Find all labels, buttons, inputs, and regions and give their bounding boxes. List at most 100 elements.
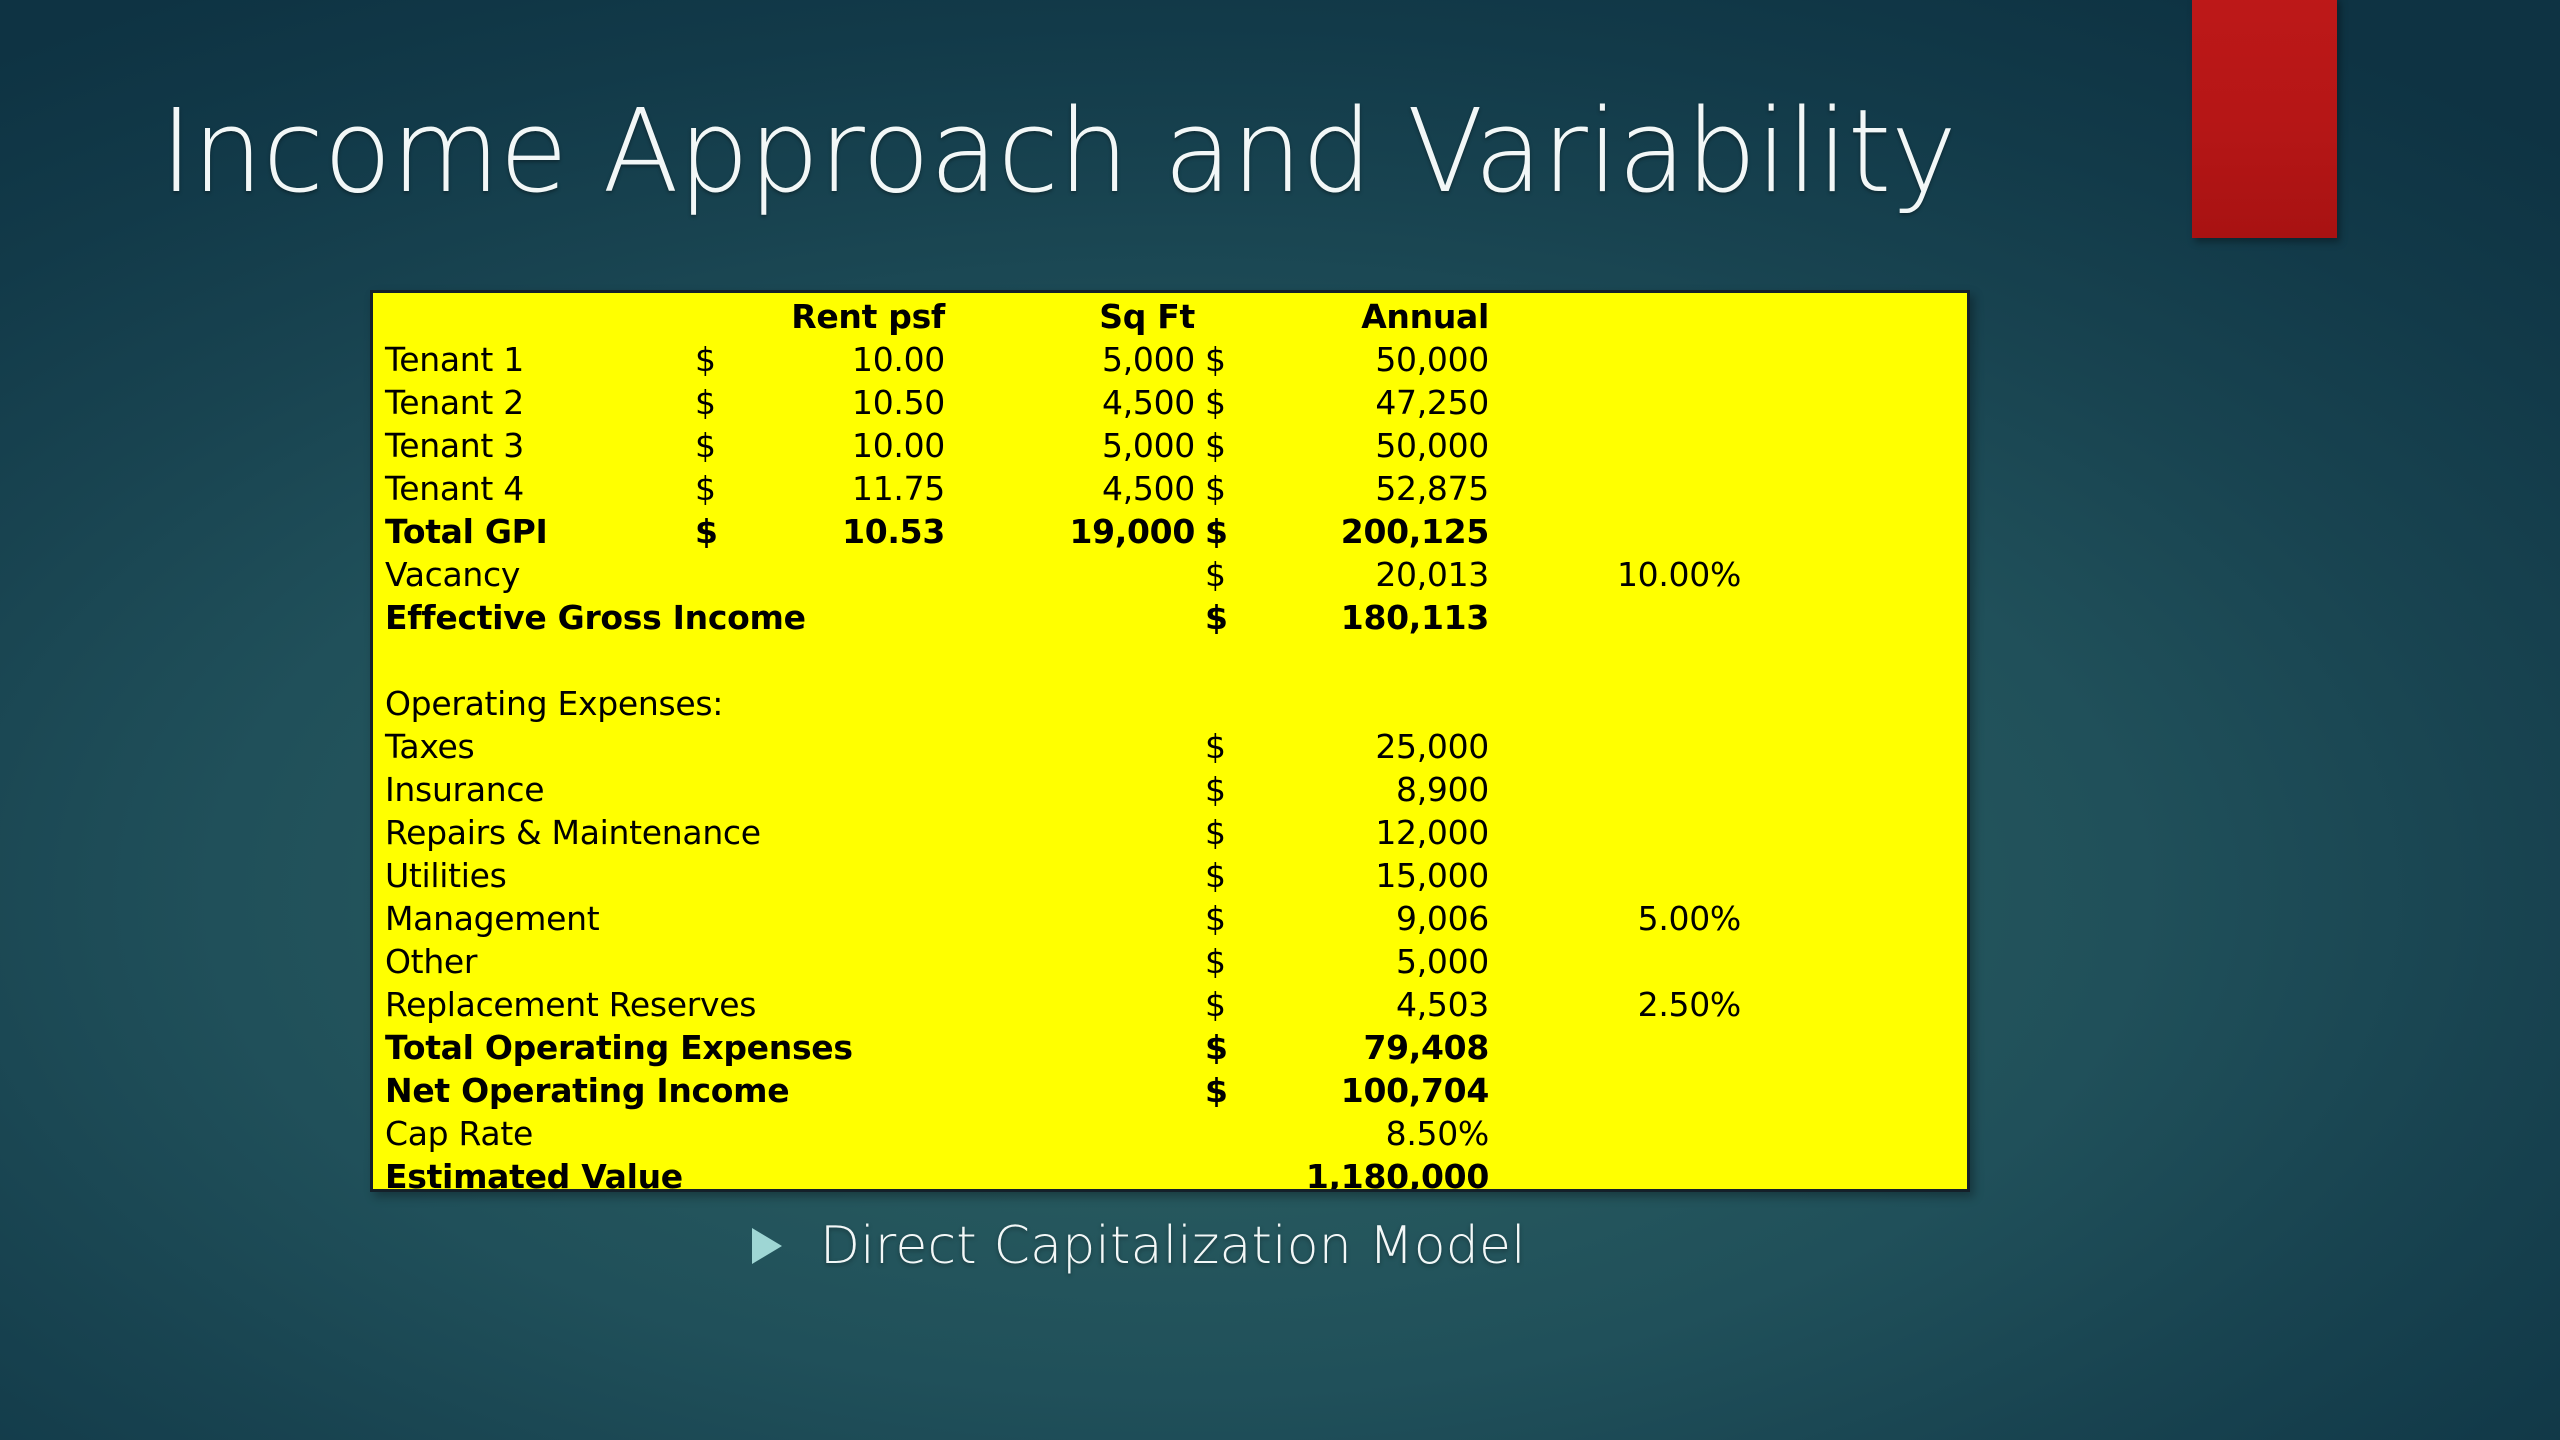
bullet-item: Direct Capitalization Model [752, 1216, 1526, 1276]
cell-annual: 52,875 [1375, 469, 1489, 508]
cell-rent-psf [735, 897, 945, 940]
table-row: Tenant 3 $10.00 5,000 $50,000 [373, 424, 1967, 467]
cell-percent [1545, 639, 1741, 682]
cell-currency-annual: $ [1205, 899, 1226, 938]
cell-rent-psf: 11.75 [852, 469, 945, 508]
cell-rent-psf [735, 1026, 945, 1069]
cell-sq-ft [985, 1026, 1195, 1069]
cell-annual: 9,006 [1396, 899, 1489, 938]
cell-sq-ft [985, 682, 1195, 725]
cell-currency-rent [695, 1069, 735, 1112]
cell-percent [1545, 811, 1741, 854]
table-row: Repairs & Maintenance $12,000 [373, 811, 1967, 854]
table-body: Rent psf Sq Ft Annual Tenant 1 $10.00 5,000 $5… [373, 293, 1967, 1189]
cell-sq-ft: 4,500 [1102, 383, 1195, 422]
cell-rent-psf [735, 725, 945, 768]
cell-currency-annual: $ [1205, 469, 1226, 508]
cell-currency-rent [695, 1155, 735, 1189]
cell-currency-rent [695, 854, 735, 897]
cell-rent-psf: 10.50 [852, 383, 945, 422]
cell-rent-psf [735, 1112, 945, 1155]
cell-percent: 10.00% [1616, 555, 1741, 594]
cell-sq-ft: 5,000 [1102, 426, 1195, 465]
cell-sq-ft [985, 725, 1195, 768]
table-row: Tenant 2 $10.50 4,500 $47,250 [373, 381, 1967, 424]
income-statement-table: Rent psf Sq Ft Annual Tenant 1 $10.00 5,000 $5… [370, 290, 1970, 1192]
cell-rent-psf: 10.00 [852, 426, 945, 465]
cell-sq-ft [985, 983, 1195, 1026]
row-label: Tenant 3 [385, 426, 524, 465]
cell-rent-psf: 10.53 [842, 512, 945, 551]
table-row: Management $9,006 5.00% [373, 897, 1967, 940]
cell-percent: 5.00% [1637, 899, 1742, 938]
table-row: Cap Rate 8.50% [373, 1112, 1967, 1155]
row-label: Tenant 2 [385, 383, 524, 422]
cell-currency-rent [695, 940, 735, 983]
cell-currency-annual [1205, 682, 1245, 725]
cell-annual: 12,000 [1375, 813, 1489, 852]
table-row [373, 639, 1967, 682]
table-row: Tenant 4 $11.75 4,500 $52,875 [373, 467, 1967, 510]
cell-percent [1545, 338, 1741, 381]
cell-rent-psf [735, 940, 945, 983]
cell-sq-ft [985, 639, 1195, 682]
cell-annual: 79,408 [1363, 1028, 1489, 1067]
cell-rent-psf: 10.00 [852, 340, 945, 379]
cell-rent-psf [735, 639, 945, 682]
cell-currency-annual: $ [1205, 340, 1226, 379]
cell-percent [1545, 467, 1741, 510]
cell-percent [1545, 768, 1741, 811]
cell-sq-ft [985, 1112, 1195, 1155]
row-label: Other [385, 942, 478, 981]
cell-rent-psf [735, 596, 945, 639]
cell-currency-annual: $ [1205, 813, 1226, 852]
cell-currency-rent [695, 682, 735, 725]
cell-currency-annual: $ [1205, 426, 1226, 465]
table-row: Effective Gross Income $180,113 [373, 596, 1967, 639]
row-label: Total Operating Expenses [385, 1028, 853, 1067]
cell-rent-psf [735, 1069, 945, 1112]
cell-rent-psf [735, 811, 945, 854]
cell-sq-ft [985, 940, 1195, 983]
row-label: Tenant 4 [385, 469, 524, 508]
cell-currency-rent [695, 725, 735, 768]
cell-currency-rent [695, 983, 735, 1026]
row-label: Tenant 1 [385, 340, 524, 379]
cell-annual: 8,900 [1396, 770, 1489, 809]
cell-percent [1545, 854, 1741, 897]
cell-currency-rent [695, 811, 735, 854]
cell-percent [1545, 1069, 1741, 1112]
cell-percent [1545, 1026, 1741, 1069]
cell-sq-ft [985, 1155, 1195, 1189]
cell-annual [1245, 639, 1489, 682]
cell-currency-annual: $ [1205, 1028, 1228, 1067]
cell-rent-psf [735, 854, 945, 897]
red-accent-block [2192, 0, 2337, 238]
cell-currency-rent [695, 596, 735, 639]
cell-currency-rent [695, 1026, 735, 1069]
cell-annual [1245, 682, 1489, 725]
table-row: Tenant 1 $10.00 5,000 $50,000 [373, 338, 1967, 381]
cell-rent-psf [735, 983, 945, 1026]
row-label: Vacancy [385, 555, 521, 594]
table-row: Total GPI $10.53 19,000 $200,125 [373, 510, 1967, 553]
cell-sq-ft [985, 854, 1195, 897]
cell-rent-psf [735, 553, 945, 596]
row-label: Repairs & Maintenance [385, 813, 761, 852]
cell-currency-rent: $ [695, 512, 718, 551]
triangle-right-icon [752, 1228, 782, 1264]
cell-currency-annual [1205, 639, 1245, 682]
cell-percent [1545, 940, 1741, 983]
row-label: Management [385, 899, 600, 938]
row-label: Insurance [385, 770, 545, 809]
table-row: Replacement Reserves $4,503 2.50% [373, 983, 1967, 1026]
cell-currency-annual: $ [1205, 1071, 1228, 1110]
cell-percent [1545, 510, 1741, 553]
row-label: Effective Gross Income [385, 598, 806, 637]
table-row: Taxes $25,000 [373, 725, 1967, 768]
table-row: Insurance $8,900 [373, 768, 1967, 811]
cell-percent [1545, 682, 1741, 725]
cell-rent-psf [735, 1155, 945, 1189]
table-row: Utilities $15,000 [373, 854, 1967, 897]
cell-annual: 47,250 [1375, 383, 1489, 422]
